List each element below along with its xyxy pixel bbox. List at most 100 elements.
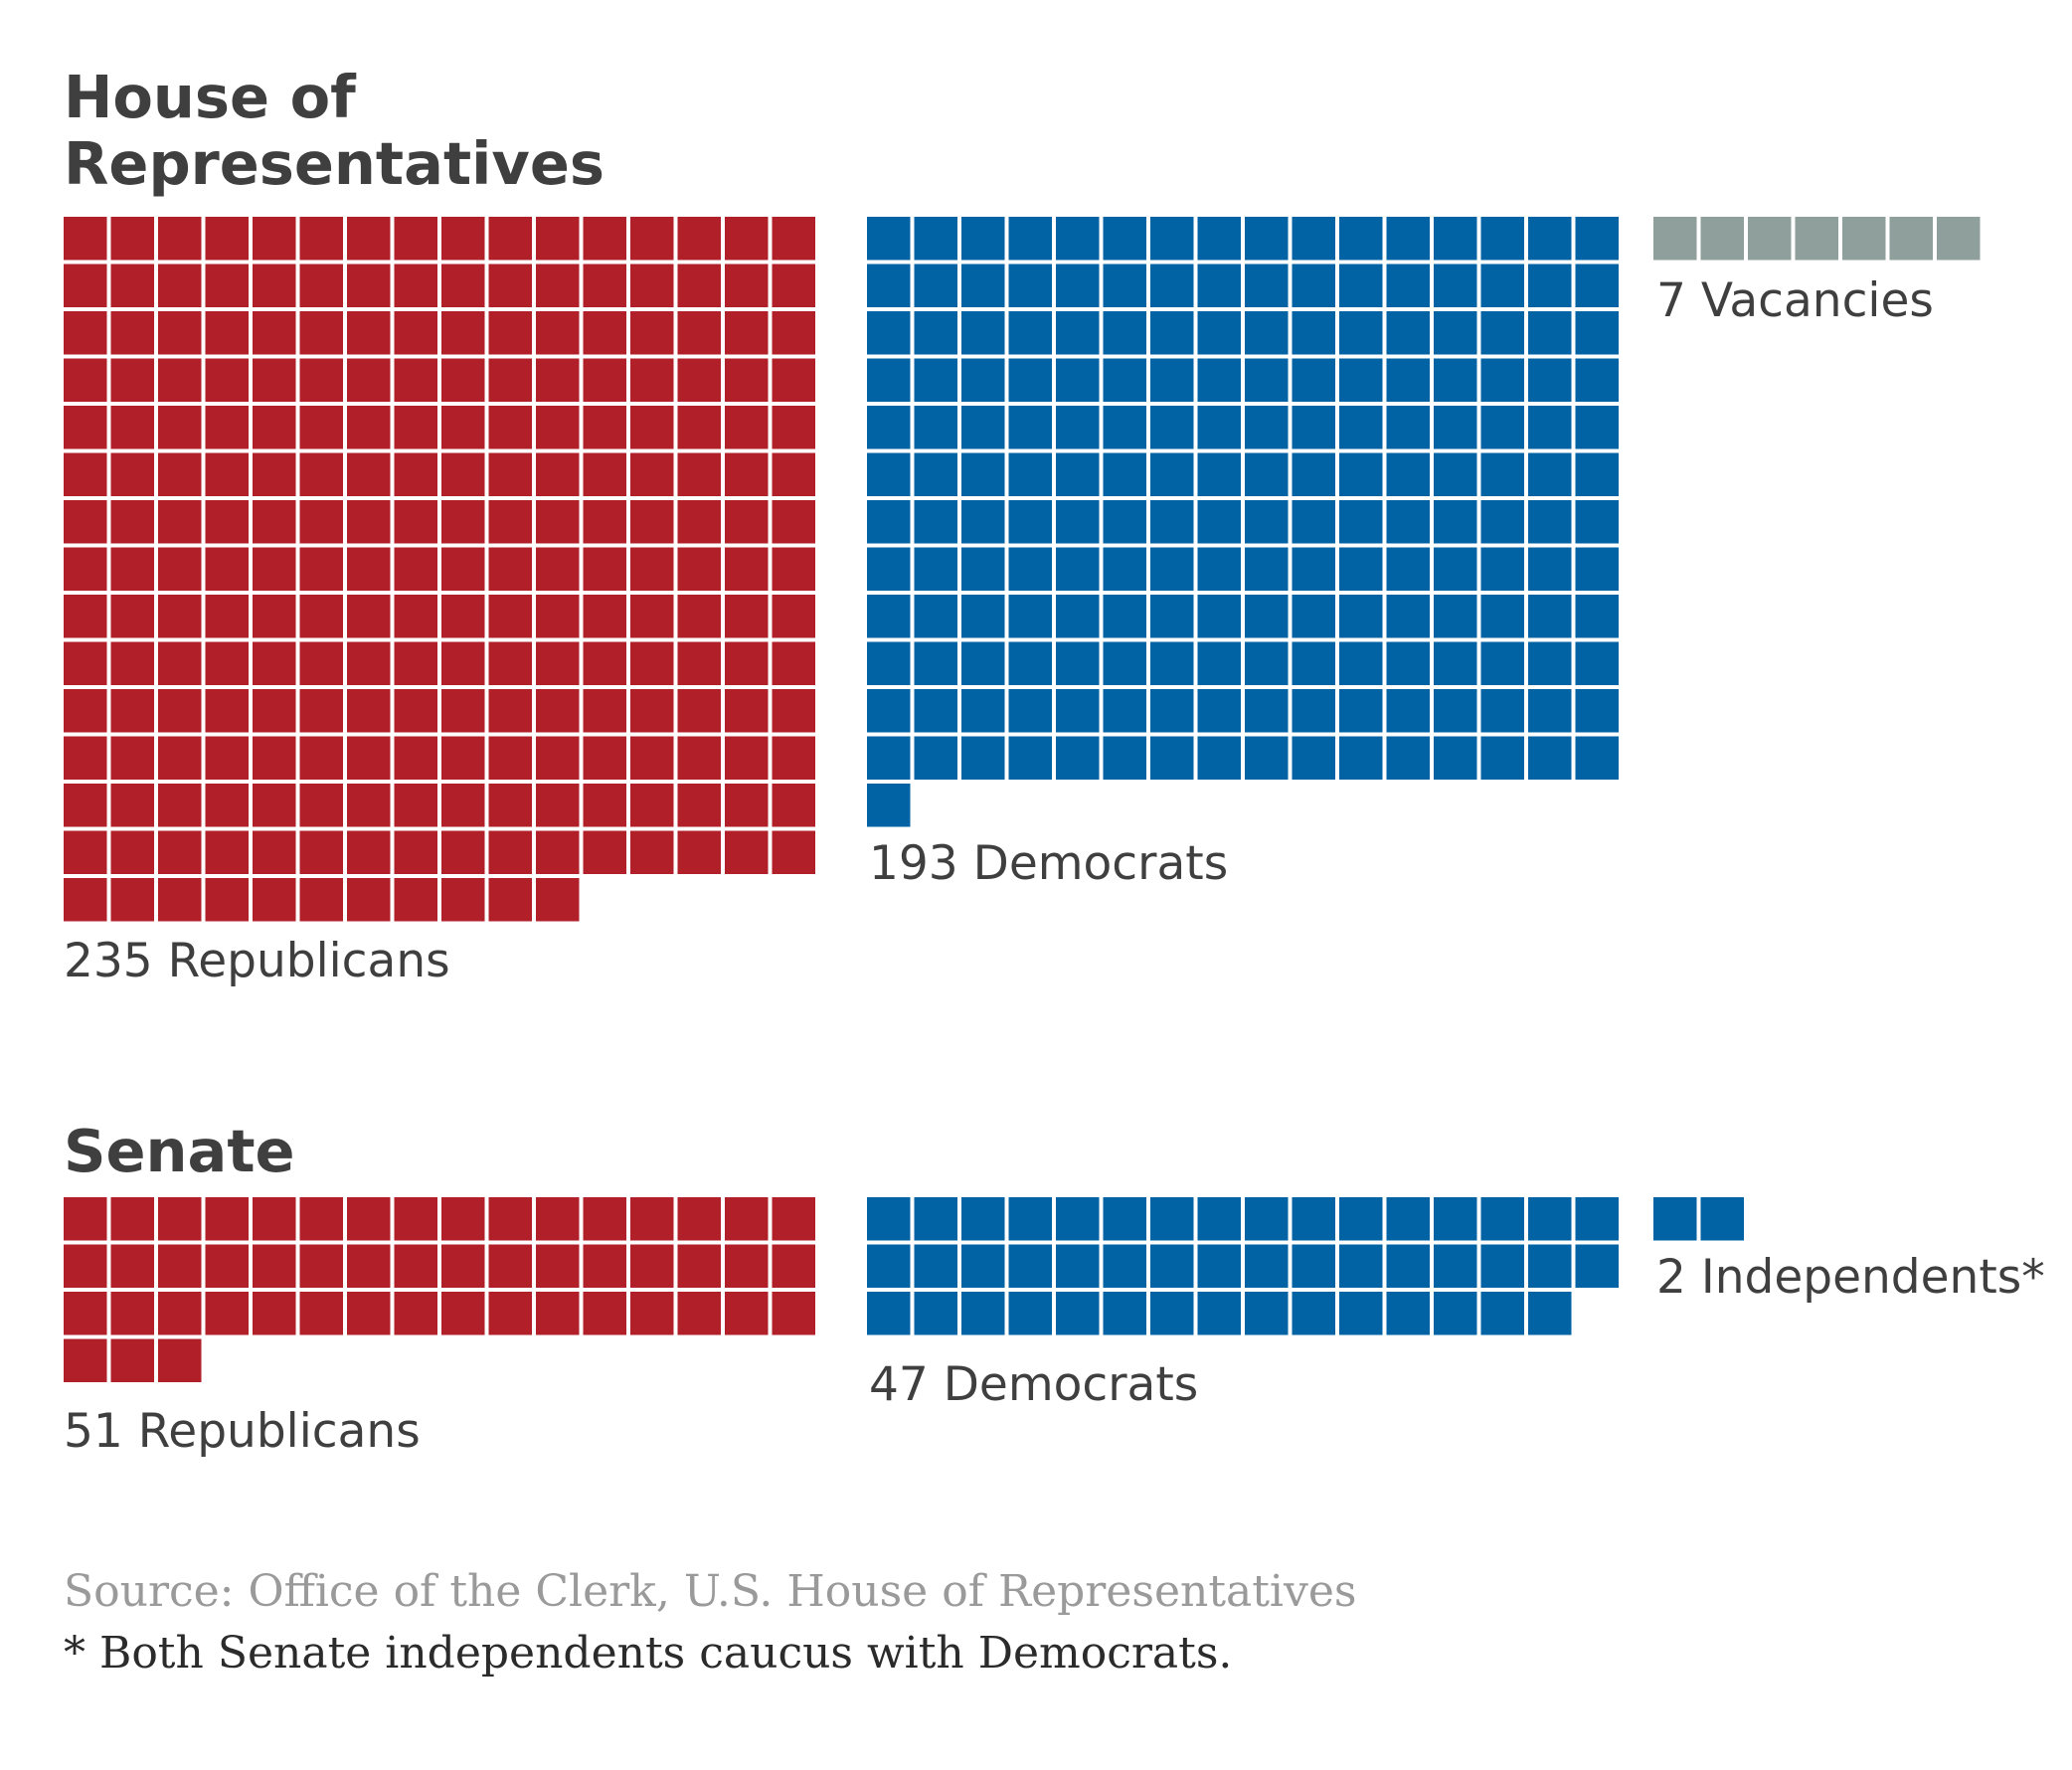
house-democrat-seat-102 <box>1103 500 1146 544</box>
house-democrat-seat-144 <box>1575 595 1619 638</box>
house-democrat-seat-171 <box>1339 689 1383 733</box>
senate-republican-seat-2 <box>110 1197 154 1241</box>
senate-republican-seat-9 <box>441 1197 485 1241</box>
house-republican-seat-51 <box>158 358 202 402</box>
house-democrat-seat-108 <box>1386 500 1430 544</box>
house-republican-seat-27 <box>536 264 580 307</box>
house-republican-seat-6 <box>299 217 343 261</box>
house-republican-seat-163 <box>158 689 202 733</box>
house-democrat-seat-130 <box>914 595 957 638</box>
house-democrat-seat-94 <box>1480 452 1524 496</box>
house-democrat-seat-106 <box>1292 500 1335 544</box>
house-democrat-seat-120 <box>1197 547 1241 591</box>
house-democrat-seat-101 <box>1056 500 1100 544</box>
house-democrat-seat-129 <box>867 595 911 638</box>
house-republican-seat-120 <box>394 547 437 591</box>
house-republican-seat-192 <box>772 736 815 780</box>
house-democrat-seat-192 <box>1575 736 1619 780</box>
senate-republican-seat-21 <box>253 1244 296 1288</box>
senate-republican-seat-22 <box>299 1244 343 1288</box>
house-republican-seat-235 <box>536 878 580 922</box>
house-republican-seat-128 <box>772 547 815 591</box>
house-republican-seat-33 <box>64 311 107 355</box>
house-democrat-seat-161 <box>867 689 911 733</box>
house-republican-seat-90 <box>488 452 532 496</box>
house-democrat-seat-19 <box>961 264 1005 307</box>
house-republican-seat-200 <box>394 784 437 827</box>
senate-democrat-seat-19 <box>961 1244 1005 1288</box>
house-republican-seat-24 <box>394 264 437 307</box>
senate-democrat-seat-6 <box>1103 1197 1146 1241</box>
house-democrat-seat-95 <box>1528 452 1572 496</box>
house-republican-seat-142 <box>677 595 721 638</box>
house-democrat-seat-176 <box>1575 689 1619 733</box>
house-democrat-seat-184 <box>1197 736 1241 780</box>
house-democrat-seat-154 <box>1292 641 1335 685</box>
house-democrat-seat-22 <box>1103 264 1146 307</box>
house-republican-seat-9 <box>441 217 485 261</box>
house-republican-seat-170 <box>488 689 532 733</box>
senate-republican-seat-40 <box>394 1292 437 1335</box>
house-democrat-seat-29 <box>1434 264 1477 307</box>
house-republican-seat-203 <box>536 784 580 827</box>
house-republican-seat-38 <box>299 311 343 355</box>
senate-republican-seat-50 <box>110 1338 154 1382</box>
house-republican-seat-168 <box>394 689 437 733</box>
house-republican-seat-231 <box>347 878 391 922</box>
house-republican-seat-136 <box>394 595 437 638</box>
house-democrat-seat-24 <box>1197 264 1241 307</box>
senate-democrat-seat-1 <box>867 1197 911 1241</box>
house-democrat-seat-148 <box>1008 641 1052 685</box>
house-democrat-seat-188 <box>1386 736 1430 780</box>
senate-republican-seat-48 <box>772 1292 815 1335</box>
house-republican-seat-105 <box>441 500 485 544</box>
house-republican-seat-161 <box>64 689 107 733</box>
house-republican-seat-129 <box>64 595 107 638</box>
house-republican-seat-69 <box>253 406 296 449</box>
house-republican-seat-178 <box>110 736 154 780</box>
senate-democrat-seat-46 <box>1480 1292 1524 1335</box>
house-republican-seat-160 <box>772 641 815 685</box>
house-democrat-seat-57 <box>1245 358 1289 402</box>
house-democrat-seat-63 <box>1528 358 1572 402</box>
house-democrat-seat-46 <box>1480 311 1524 355</box>
house-republican-seat-84 <box>205 452 249 496</box>
house-democrat-seat-43 <box>1339 311 1383 355</box>
house-democrat-seat-65 <box>867 406 911 449</box>
house-democrat-seat-150 <box>1103 641 1146 685</box>
house-democrat-seat-116 <box>1008 547 1052 591</box>
house-republican-seat-190 <box>677 736 721 780</box>
house-republican-seat-213 <box>253 830 296 874</box>
house-democrat-seat-136 <box>1197 595 1241 638</box>
house-democrat-seat-64 <box>1575 358 1619 402</box>
house-republican-seat-45 <box>630 311 674 355</box>
house-democrat-seat-146 <box>914 641 957 685</box>
house-republican-seat-140 <box>583 595 626 638</box>
house-democrat-seat-37 <box>1056 311 1100 355</box>
senate-democrat-seat-10 <box>1292 1197 1335 1241</box>
house-republican-seat-73 <box>441 406 485 449</box>
house-democrat-seat-91 <box>1339 452 1383 496</box>
house-republican-seat-42 <box>488 311 532 355</box>
house-republican-seat-37 <box>253 311 296 355</box>
house-democrat-seat-180 <box>1008 736 1052 780</box>
house-democrat-seat-5 <box>1056 217 1100 261</box>
house-republican-seat-123 <box>536 547 580 591</box>
house-democrat-seat-69 <box>1056 406 1100 449</box>
house-republican-seat-63 <box>725 358 769 402</box>
house-republican-seat-104 <box>394 500 437 544</box>
senate-democrat-seat-45 <box>1434 1292 1477 1335</box>
house-democrat-seat-25 <box>1245 264 1289 307</box>
house-democrat-seat-134 <box>1103 595 1146 638</box>
house-republican-seat-17 <box>64 264 107 307</box>
house-democrat-seat-54 <box>1103 358 1146 402</box>
house-republican-seat-216 <box>394 830 437 874</box>
house-democrat-seat-20 <box>1008 264 1052 307</box>
house-republican-seat-162 <box>110 689 154 733</box>
house-republican-seat-159 <box>725 641 769 685</box>
house-democrat-seat-151 <box>1150 641 1194 685</box>
house-democrat-seat-158 <box>1480 641 1524 685</box>
house-republican-seat-167 <box>347 689 391 733</box>
senate-republican-seat-32 <box>772 1244 815 1288</box>
